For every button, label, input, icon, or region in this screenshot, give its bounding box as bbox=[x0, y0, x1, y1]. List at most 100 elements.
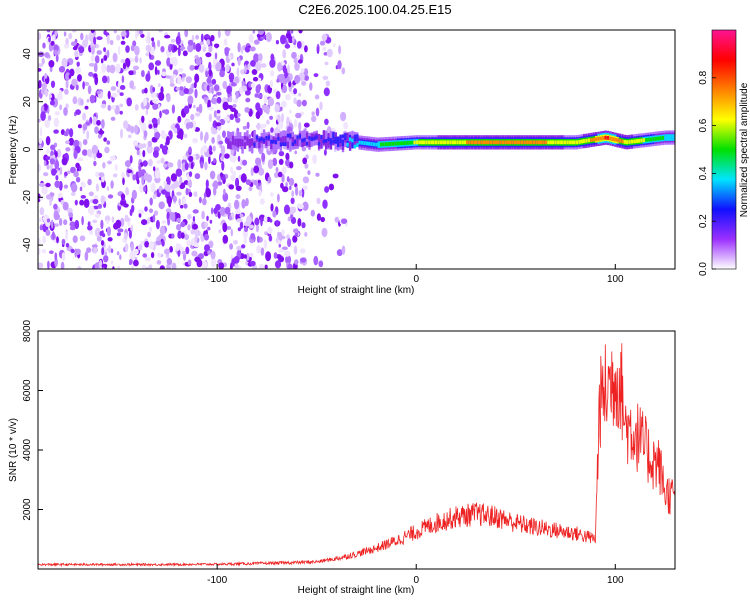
heatmap-speckle bbox=[291, 190, 295, 197]
heatmap-speckle bbox=[38, 32, 42, 41]
heatmap-ridge-cell bbox=[329, 140, 333, 144]
heatmap-ridge-cell bbox=[442, 140, 445, 145]
heatmap-speckle bbox=[170, 212, 176, 222]
heatmap-speckle bbox=[120, 193, 126, 201]
heatmap-speckle bbox=[145, 266, 150, 269]
heatmap-speckle bbox=[269, 115, 273, 120]
heatmap-speckle bbox=[230, 107, 237, 113]
heatmap-speckle bbox=[50, 144, 56, 151]
heatmap-speckle bbox=[185, 246, 190, 255]
heatmap-speckle bbox=[121, 172, 125, 180]
heatmap-speckle bbox=[166, 257, 172, 266]
heatmap-ridge-cell bbox=[606, 136, 610, 140]
heatmap-speckle bbox=[307, 170, 311, 176]
heatmap-speckle bbox=[38, 63, 44, 68]
heatmap-speckle bbox=[297, 203, 304, 210]
heatmap-ridge-cell bbox=[229, 134, 232, 145]
heatmap-speckle bbox=[241, 244, 246, 249]
heatmap-speckle bbox=[157, 252, 162, 258]
heatmap-speckle bbox=[63, 31, 67, 37]
heatmap-speckle bbox=[142, 150, 146, 158]
heatmap-speckle bbox=[38, 262, 44, 269]
heatmap-speckle bbox=[315, 172, 320, 177]
heatmap-ridge-cell bbox=[251, 140, 254, 151]
heatmap-speckle bbox=[224, 30, 231, 37]
heatmap-speckle bbox=[88, 71, 94, 77]
heatmap-speckle bbox=[101, 263, 108, 268]
heatmap-speckle bbox=[290, 214, 294, 219]
heatmap-speckle bbox=[171, 104, 175, 114]
heatmap-speckle bbox=[161, 189, 167, 195]
heatmap-speckle bbox=[112, 173, 118, 178]
heatmap-speckle bbox=[41, 82, 47, 90]
heatmap-speckle bbox=[161, 71, 167, 77]
heatmap-speckle bbox=[49, 250, 54, 254]
heatmap-speckle bbox=[155, 219, 160, 230]
heatmap-speckle bbox=[171, 233, 175, 239]
heatmap-speckle bbox=[107, 90, 111, 100]
heatmap-speckle bbox=[86, 99, 90, 103]
heatmap-speckle bbox=[128, 229, 132, 239]
heatmap-speckle bbox=[60, 261, 65, 269]
heatmap-speckle bbox=[246, 121, 250, 130]
heatmap-speckle bbox=[199, 131, 204, 141]
colorbar-tick-label: 0.2 bbox=[698, 214, 709, 228]
heatmap-speckle bbox=[126, 97, 132, 107]
colorbar-tick-label: 0.8 bbox=[698, 70, 709, 84]
heatmap-speckle bbox=[111, 92, 118, 98]
heatmap-speckle bbox=[321, 33, 328, 42]
heatmap-speckle bbox=[154, 176, 161, 184]
heatmap-speckle bbox=[48, 60, 55, 68]
heatmap-ridge-cell bbox=[451, 140, 455, 145]
heatmap-speckle bbox=[230, 166, 234, 174]
heatmap-speckle bbox=[91, 144, 99, 155]
heatmap-ridge-cell bbox=[253, 134, 256, 145]
heatmap-speckle bbox=[244, 90, 251, 96]
heatmap-speckle bbox=[145, 73, 151, 82]
heatmap-speckle bbox=[228, 96, 233, 103]
heatmap-speckle bbox=[132, 174, 136, 181]
heatmap-speckle bbox=[212, 120, 218, 129]
heatmap-speckle bbox=[222, 222, 228, 233]
heatmap-speckle bbox=[220, 172, 223, 178]
heatmap-ridge-cell bbox=[279, 142, 283, 147]
heatmap-speckle bbox=[236, 166, 242, 171]
heatmap-ridge-cell bbox=[645, 138, 648, 142]
heatmap-ridge-cell bbox=[236, 143, 240, 148]
heatmap-speckle bbox=[255, 61, 262, 72]
heatmap-speckle bbox=[229, 152, 233, 163]
heatmap-speckle bbox=[194, 65, 199, 70]
heatmap-speckle bbox=[86, 247, 92, 254]
heatmap-speckle bbox=[224, 116, 230, 122]
heatmap-ridge-cell bbox=[583, 139, 586, 143]
heatmap-speckle bbox=[94, 126, 98, 133]
heatmap-speckle bbox=[224, 46, 229, 57]
heatmap-speckle bbox=[226, 85, 233, 95]
heatmap-speckle bbox=[237, 42, 241, 53]
heatmap-speckle bbox=[313, 73, 319, 78]
heatmap-ridge-cell bbox=[337, 136, 340, 141]
heatmap-speckle bbox=[167, 162, 174, 168]
heatmap-speckle bbox=[211, 137, 215, 144]
heatmap-ridge-cell bbox=[301, 140, 304, 148]
heatmap-ridge-cell bbox=[267, 135, 271, 140]
heatmap-speckle bbox=[285, 152, 290, 160]
heatmap-speckle bbox=[165, 135, 170, 146]
heatmap-speckle bbox=[221, 153, 225, 160]
heatmap-ridge-cell bbox=[669, 135, 672, 140]
x-tick-label: 0 bbox=[413, 575, 419, 586]
heatmap-speckle bbox=[212, 145, 216, 152]
heatmap-speckle bbox=[267, 226, 273, 235]
heatmap-speckle bbox=[235, 178, 238, 188]
heatmap-ridge-cell bbox=[547, 140, 550, 145]
heatmap-speckle bbox=[107, 237, 113, 242]
heatmap-speckle bbox=[257, 30, 265, 35]
heatmap-speckle bbox=[168, 199, 172, 208]
heatmap-speckle bbox=[293, 88, 298, 95]
heatmap-speckle bbox=[188, 146, 192, 153]
heatmap-ridge-cell bbox=[239, 138, 242, 143]
heatmap-speckle bbox=[53, 129, 59, 134]
heatmap-speckle bbox=[97, 203, 103, 209]
heatmap-speckle bbox=[244, 107, 250, 113]
heatmap-speckle bbox=[303, 122, 310, 128]
